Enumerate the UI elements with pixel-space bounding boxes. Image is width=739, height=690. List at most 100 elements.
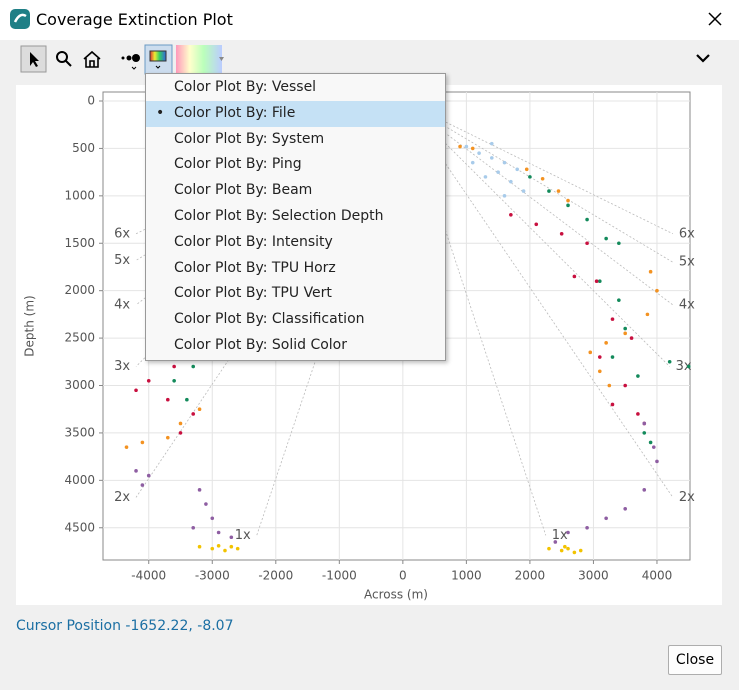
guide-label: 5x [679, 255, 695, 270]
menu-item[interactable]: Color Plot By: Solid Color [174, 336, 347, 353]
scatter-point [178, 431, 183, 435]
y-tick-label: 2000 [64, 283, 95, 297]
zoom-tool[interactable] [56, 51, 68, 63]
scatter-point [140, 440, 145, 445]
scatter-point [521, 189, 526, 193]
y-tick-label: 500 [72, 141, 95, 155]
scatter-point [489, 156, 494, 160]
scatter-point [563, 544, 567, 549]
scatter-point [610, 355, 615, 359]
scatter-point [197, 544, 202, 549]
scatter-point [556, 189, 561, 193]
menu-item[interactable]: Color Plot By: TPU Vert [174, 285, 332, 302]
home-tool[interactable] [83, 50, 101, 68]
scatter-point [651, 445, 656, 449]
dropdown-menu: Color Plot By: Vessel Color Plot By: File… [145, 73, 446, 361]
scatter-point [185, 397, 189, 402]
cursor-position: Cursor Position -1652.22, -8.07 [16, 618, 234, 634]
scatter-point [559, 231, 564, 236]
menu-item[interactable]: Color Plot By: Beam [174, 182, 313, 199]
scatter-point [578, 548, 583, 553]
scatter-point [610, 402, 615, 407]
menu-item[interactable]: Color Plot By: Ping [174, 156, 302, 173]
y-tick-label: 3000 [64, 378, 95, 392]
scatter-point [642, 431, 647, 435]
scatter-point [502, 160, 507, 165]
coverage-guide [402, 100, 674, 306]
scatter-point [597, 279, 602, 283]
scatter-point [134, 388, 138, 393]
scatter-point [623, 383, 628, 388]
guide-label: 6x [679, 226, 695, 241]
scatter-point [146, 473, 151, 478]
scatter-point [642, 421, 647, 426]
scatter-point [623, 326, 628, 331]
scatter-point [547, 189, 551, 193]
scatter-point [216, 530, 221, 535]
color-map-tool[interactable] [176, 45, 222, 74]
x-tick-label: 2000 [515, 569, 546, 583]
app-icon [10, 9, 30, 29]
scatter-point [642, 488, 647, 492]
x-tick-label: -4000 [131, 569, 166, 583]
scatter-point [528, 175, 532, 179]
guide-label: 5x [114, 253, 130, 268]
scatter-point [165, 397, 170, 402]
scatter-point [585, 525, 589, 530]
scatter-point [585, 241, 589, 246]
scatter-point [534, 222, 539, 227]
scatter-point [496, 170, 500, 174]
scatter-point [540, 176, 545, 181]
menu-item[interactable]: Color Plot By: Intensity [174, 233, 333, 250]
guide-label: 3x [676, 359, 692, 374]
scatter-point [470, 146, 475, 151]
scatter-point [134, 469, 138, 473]
scatter-point [648, 440, 653, 445]
guide-label: 3x [114, 359, 130, 374]
menu-item[interactable]: Color Plot By: File [146, 100, 445, 127]
close-x[interactable] [708, 12, 722, 26]
scatter-point [509, 213, 513, 217]
scatter-point [636, 412, 640, 416]
y-tick-label: 1500 [64, 236, 95, 250]
scatter-point [483, 175, 488, 179]
expand-toggle[interactable] [696, 54, 710, 63]
y-tick-label: 4000 [64, 473, 95, 487]
toolbar [20, 44, 710, 75]
y-tick-label: 1000 [64, 188, 95, 202]
close-button[interactable]: Close [668, 645, 722, 675]
menu-item[interactable]: Color Plot By: Classification [174, 311, 365, 328]
scatter-point [588, 350, 593, 355]
scatter-point [146, 378, 151, 383]
scatter-point [645, 312, 650, 317]
x-tick-label: -1000 [322, 569, 357, 583]
scatter-point [165, 435, 170, 440]
scatter-point [191, 412, 196, 416]
scatter-point [604, 236, 608, 241]
scatter-point [458, 144, 462, 149]
scatter-point [191, 364, 196, 369]
scatter-point [597, 369, 602, 374]
scatter-point [610, 317, 615, 321]
guide-label: 1x [552, 528, 568, 543]
scatter-point [229, 544, 234, 549]
menu-item[interactable]: Color Plot By: Vessel [174, 79, 317, 95]
scatter-point [178, 421, 183, 426]
scatter-point [623, 331, 628, 336]
scatter-point [515, 167, 520, 172]
menu-item[interactable]: Color Plot By: System [174, 130, 325, 147]
scatter-point [210, 516, 215, 521]
scatter-point [607, 383, 612, 388]
scatter-point [566, 546, 570, 551]
point-size-tool[interactable] [121, 54, 141, 70]
scatter-point [655, 288, 659, 293]
menu-item[interactable]: Color Plot By: TPU Horz [174, 259, 336, 276]
menu-item[interactable]: Color Plot By: Selection Depth [174, 207, 384, 224]
scatter-point [648, 269, 653, 274]
scatter-point [464, 144, 469, 149]
x-tick-label: 0 [399, 569, 407, 583]
y-axis-label: Depth (m) [23, 295, 37, 356]
scatter-point [172, 378, 176, 383]
scatter-point [594, 279, 599, 283]
